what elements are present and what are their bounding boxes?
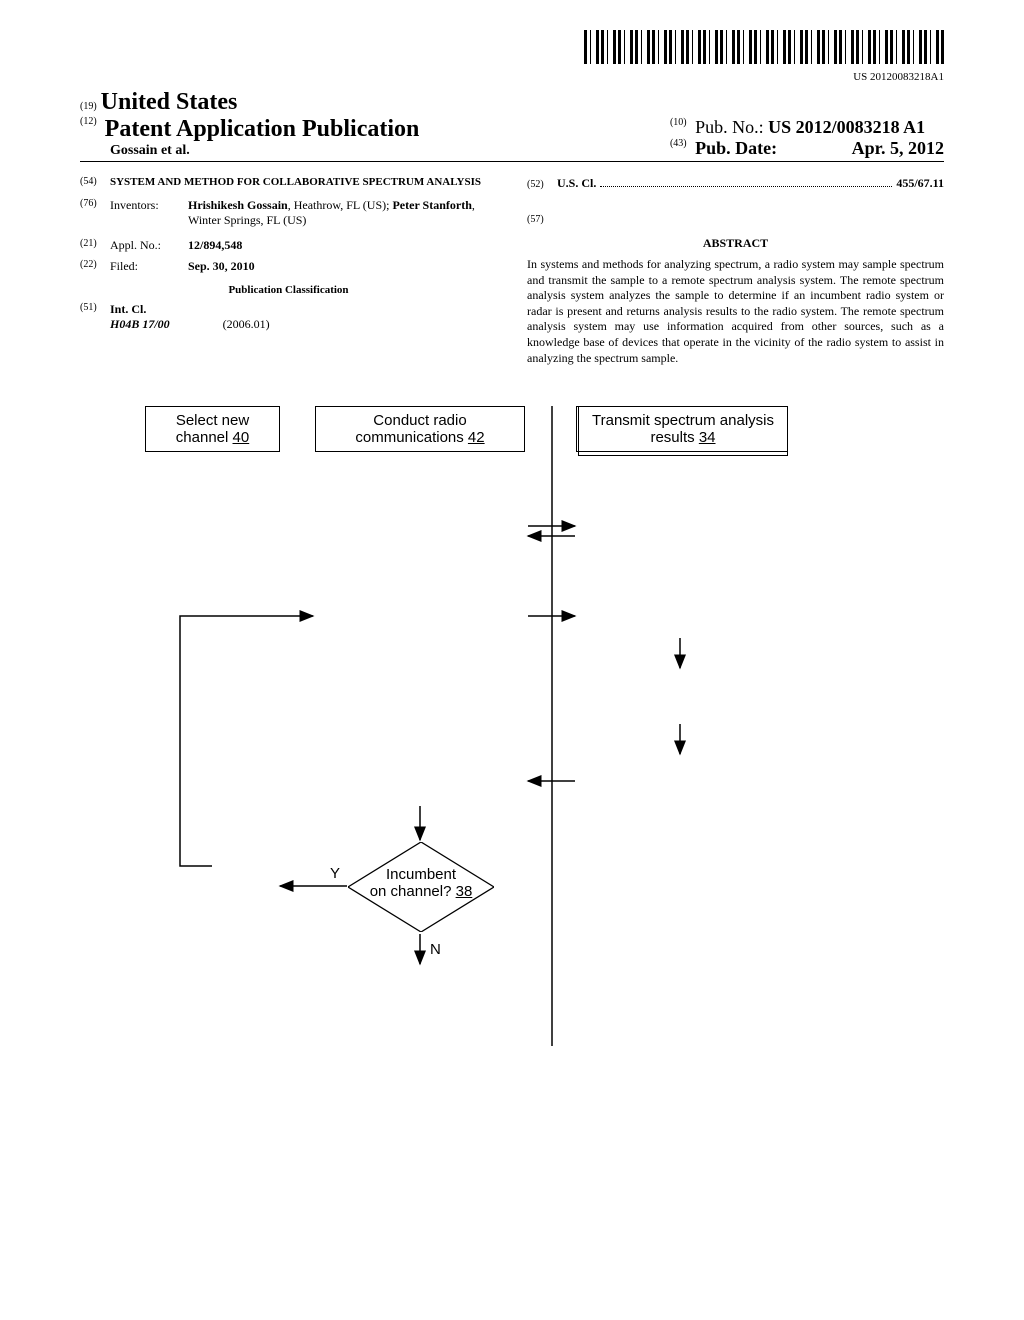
publication-header: (19) United States (12) Patent Applicati… <box>80 89 944 162</box>
doc-type-code: (12) <box>80 116 97 127</box>
box-transmit-results-34: Transmit spectrum analysis results 34 <box>578 406 788 452</box>
decision-label: Incumbent on channel? 38 <box>346 866 496 900</box>
barcode-region: US 20120083218A1 <box>80 30 944 83</box>
abstract-text: In systems and methods for analyzing spe… <box>527 257 944 366</box>
pubdate-value: Apr. 5, 2012 <box>852 138 944 158</box>
inventors-code: (76) <box>80 198 110 228</box>
box-conduct-radio-42: Conduct radio communications 42 <box>315 406 525 452</box>
country-name: United States <box>101 89 238 116</box>
pubno-value: US 2012/0083218 A1 <box>768 117 925 137</box>
abstract-heading: ABSTRACT <box>527 236 944 251</box>
biblio-columns: (54) SYSTEM AND METHOD FOR COLLABORATIVE… <box>80 176 944 366</box>
pubdate-label: Pub. Date: <box>695 138 777 158</box>
flowchart-diagram: Y N Radio System 10 Remote Spectrum Anal… <box>80 406 944 1046</box>
intcl-label: Int. Cl. <box>110 302 497 317</box>
barcode-number: US 20120083218A1 <box>80 71 944 83</box>
filed-code: (22) <box>80 259 110 274</box>
applno-label: Appl. No.: <box>110 238 188 253</box>
inventor2-name: Peter Stanforth <box>392 198 471 212</box>
doc-type: Patent Application Publication <box>105 116 420 142</box>
uscl-code: (52) <box>527 179 557 190</box>
inventor1-name: Hrishikesh Gossain <box>188 198 288 212</box>
decision-no-label: N <box>430 941 441 958</box>
left-column: (54) SYSTEM AND METHOD FOR COLLABORATIVE… <box>80 176 497 366</box>
filed-label: Filed: <box>110 259 188 274</box>
inventors-value: Hrishikesh Gossain, Heathrow, FL (US); P… <box>188 198 497 228</box>
applno-code: (21) <box>80 238 110 253</box>
applno-value: 12/894,548 <box>188 238 497 253</box>
abs-code: (57) <box>527 214 544 225</box>
dotted-leader <box>600 186 892 187</box>
title-code: (54) <box>80 176 110 188</box>
flowchart-arrows: Y N <box>80 406 944 1046</box>
intcl-year: (2006.01) <box>223 317 270 331</box>
uscl-value: 455/67.11 <box>896 176 944 191</box>
right-column: (52) U.S. Cl. 455/67.11 (57) ABSTRACT In… <box>527 176 944 366</box>
authors-line: Gossain et al. <box>110 143 419 159</box>
barcode-graphic <box>584 30 944 64</box>
filed-value: Sep. 30, 2010 <box>188 259 497 274</box>
country-code: (19) <box>80 101 97 112</box>
invention-title: SYSTEM AND METHOD FOR COLLABORATIVE SPEC… <box>110 176 497 188</box>
pubdate-code: (43) <box>670 138 687 149</box>
pubno-code: (10) <box>670 117 687 128</box>
pubno-label: Pub. No.: <box>695 117 764 137</box>
inventor1-loc: , Heathrow, FL (US); <box>288 198 393 212</box>
intcl-block: Int. Cl. H04B 17/00 (2006.01) <box>110 302 497 332</box>
intcl-code: (51) <box>80 302 110 332</box>
decision-yes-label: Y <box>330 865 340 882</box>
uscl-label: U.S. Cl. <box>557 176 596 191</box>
inventors-label: Inventors: <box>110 198 188 228</box>
intcl-value: H04B 17/00 <box>110 317 170 331</box>
pubclass-heading: Publication Classification <box>80 284 497 296</box>
box-select-channel-40: Select new channel 40 <box>145 406 280 452</box>
